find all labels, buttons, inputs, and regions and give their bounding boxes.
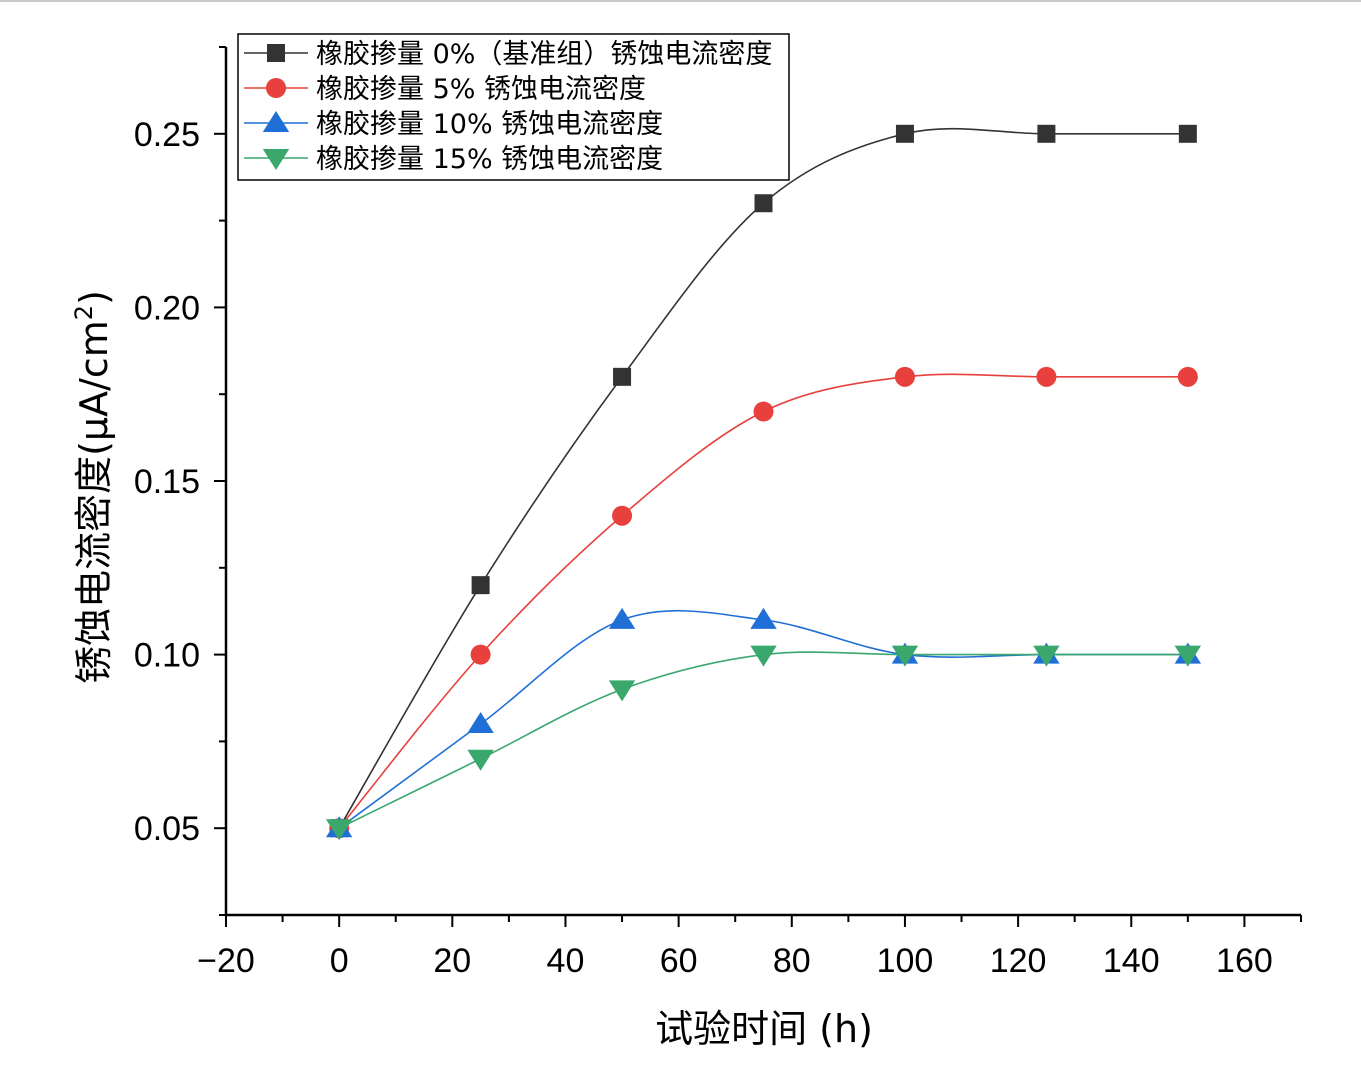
x-tick-label: 40 (547, 942, 585, 980)
data-point-series-0 (1178, 124, 1197, 143)
data-point-series-2 (608, 607, 636, 629)
data-point-series-1 (470, 644, 491, 665)
series-line-3 (338, 651, 1188, 829)
legend-label-0: 橡胶掺量 0%（基准组）锈蚀电流密度 (316, 39, 772, 70)
y-tick-label: 0.10 (134, 637, 200, 675)
series-markers (325, 124, 1202, 841)
x-axis-title: 试验时间 (h) (655, 1007, 873, 1051)
legend-marker-1 (266, 78, 286, 98)
legend-marker-2 (262, 111, 290, 132)
data-point-series-3 (750, 645, 777, 667)
data-point-series-3 (608, 680, 636, 702)
data-point-series-3 (1174, 645, 1202, 667)
series-line-0 (338, 127, 1188, 829)
x-tick-label: 100 (877, 942, 934, 980)
legend-label-1: 橡胶掺量 5% 锈蚀电流密度 (316, 74, 646, 105)
data-point-series-3 (325, 819, 353, 841)
data-point-series-3 (891, 645, 919, 667)
data-point-series-1 (894, 366, 915, 387)
data-point-series-1 (612, 505, 633, 526)
legend-box (237, 33, 790, 181)
data-point-series-2 (750, 607, 777, 629)
data-point-series-0 (895, 124, 914, 143)
axes (214, 46, 1302, 927)
x-tick-label: 60 (660, 942, 698, 980)
x-tick-label: 20 (433, 942, 471, 980)
y-axis-title-close: ) (72, 290, 116, 305)
x-tick-label: 120 (990, 942, 1047, 980)
data-point-series-1 (753, 401, 774, 422)
x-tick-label: −20 (197, 942, 255, 980)
y-tick-label: 0.05 (134, 810, 200, 848)
data-point-series-2 (467, 712, 494, 734)
top-border-rule (0, 0, 1361, 2)
y-tick-labels: 0.05 0.10 0.15 0.20 0.25 (134, 116, 200, 848)
x-tick-label: 0 (330, 942, 349, 980)
x-tick-label: 140 (1103, 942, 1160, 980)
data-point-series-0 (471, 576, 490, 595)
data-point-series-3 (467, 749, 494, 771)
y-axis-title: 锈蚀电流密度(μA/cm2) (70, 290, 116, 684)
series-line-2 (338, 609, 1188, 829)
y-axis-title-main: 锈蚀电流密度(μA/cm (72, 320, 116, 684)
legend-label-3: 橡胶掺量 15% 锈蚀电流密度 (316, 144, 663, 175)
legend-marker-3 (262, 149, 290, 170)
data-point-series-0 (613, 367, 632, 386)
x-tick-label: 80 (773, 942, 811, 980)
legend-marker-0 (267, 44, 285, 62)
data-point-series-1 (1177, 366, 1198, 387)
legend-label-2: 橡胶掺量 10% 锈蚀电流密度 (316, 109, 663, 140)
data-point-series-3 (1033, 645, 1060, 667)
y-axis-title-superscript: 2 (70, 305, 98, 320)
series-lines (338, 127, 1188, 829)
series-line-1 (338, 373, 1188, 829)
data-point-series-0 (754, 194, 773, 213)
data-point-series-0 (1037, 124, 1056, 143)
x-tick-labels: −20 0 20 40 60 80 100 120 140 160 (197, 942, 1273, 980)
y-tick-label: 0.15 (134, 463, 200, 501)
y-tick-label: 0.20 (134, 289, 200, 327)
data-point-series-1 (1036, 366, 1057, 387)
y-tick-label: 0.25 (134, 116, 200, 154)
x-tick-label: 160 (1216, 942, 1273, 980)
